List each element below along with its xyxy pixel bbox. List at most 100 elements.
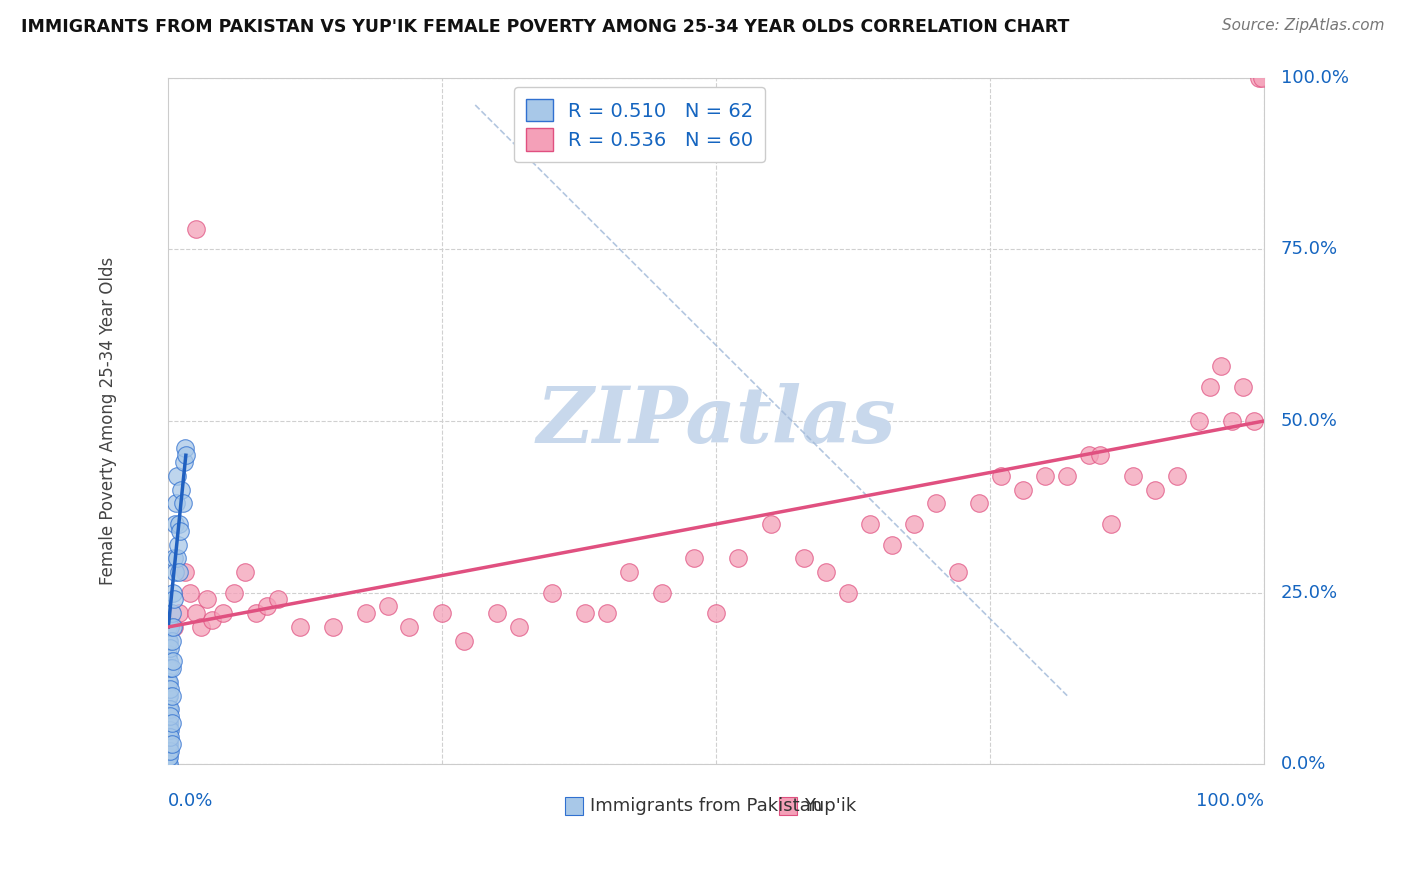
Point xyxy=(1166,468,1188,483)
Point xyxy=(880,537,903,551)
Point xyxy=(1099,516,1122,531)
Text: 75.0%: 75.0% xyxy=(1281,240,1339,258)
Point xyxy=(157,674,180,689)
Point xyxy=(157,674,180,689)
Point xyxy=(157,750,180,764)
Point xyxy=(354,606,377,620)
Point xyxy=(160,689,183,703)
Point xyxy=(157,620,180,634)
Point xyxy=(946,565,969,579)
Text: 100.0%: 100.0% xyxy=(1281,69,1348,87)
Point xyxy=(157,702,180,716)
Point xyxy=(969,496,991,510)
Legend: R = 0.510   N = 62, R = 0.536   N = 60: R = 0.510 N = 62, R = 0.536 N = 60 xyxy=(515,87,765,162)
Point xyxy=(157,716,180,731)
Point xyxy=(1078,448,1101,462)
Point xyxy=(162,585,184,599)
Point xyxy=(903,516,925,531)
Point xyxy=(222,585,245,599)
Point xyxy=(159,723,181,737)
Point xyxy=(706,606,728,620)
Point xyxy=(159,702,181,716)
Point xyxy=(167,606,190,620)
Text: 0.0%: 0.0% xyxy=(1281,756,1326,773)
Point xyxy=(163,592,186,607)
Point xyxy=(157,633,180,648)
Point xyxy=(793,551,815,566)
Point xyxy=(1220,414,1243,428)
Point xyxy=(157,743,180,757)
Point xyxy=(173,565,195,579)
Text: Yup'ik: Yup'ik xyxy=(804,797,856,814)
Point xyxy=(1122,468,1144,483)
Point xyxy=(157,743,180,757)
Point xyxy=(159,681,181,696)
Point xyxy=(173,442,195,456)
Point xyxy=(167,537,190,551)
Point xyxy=(617,565,640,579)
Point xyxy=(1056,468,1078,483)
Point xyxy=(163,551,186,566)
Point xyxy=(233,565,256,579)
Point xyxy=(1012,483,1035,497)
Point xyxy=(541,585,564,599)
Point xyxy=(157,648,180,662)
Point xyxy=(212,606,235,620)
Text: 50.0%: 50.0% xyxy=(1281,412,1337,430)
Point xyxy=(1232,379,1254,393)
Point xyxy=(157,757,180,772)
Point xyxy=(157,716,180,731)
Point xyxy=(432,606,454,620)
Point xyxy=(683,551,706,566)
Text: 0.0%: 0.0% xyxy=(169,792,214,810)
Point xyxy=(508,620,530,634)
Point xyxy=(1251,70,1274,85)
Point xyxy=(157,689,180,703)
Point xyxy=(453,633,475,648)
Point xyxy=(167,516,190,531)
Point xyxy=(1143,483,1166,497)
Point xyxy=(1243,414,1265,428)
Point xyxy=(245,606,267,620)
Point xyxy=(859,516,882,531)
Point xyxy=(990,468,1012,483)
Text: 25.0%: 25.0% xyxy=(1281,583,1339,601)
Point xyxy=(160,606,183,620)
Text: Source: ZipAtlas.com: Source: ZipAtlas.com xyxy=(1222,18,1385,33)
Point xyxy=(157,730,180,744)
Point xyxy=(163,565,186,579)
Point xyxy=(169,524,191,538)
Point xyxy=(159,661,181,675)
Point xyxy=(184,606,207,620)
Point xyxy=(159,640,181,655)
Point xyxy=(172,496,194,510)
Text: Immigrants from Pakistan: Immigrants from Pakistan xyxy=(591,797,823,814)
Point xyxy=(179,585,201,599)
Point xyxy=(1209,359,1232,373)
Point xyxy=(157,723,180,737)
Point xyxy=(322,620,344,634)
Text: Female Poverty Among 25-34 Year Olds: Female Poverty Among 25-34 Year Olds xyxy=(98,257,117,585)
Point xyxy=(190,620,212,634)
Point xyxy=(256,599,278,614)
Point xyxy=(184,221,207,235)
Point xyxy=(1088,448,1111,462)
Text: IMMIGRANTS FROM PAKISTAN VS YUP'IK FEMALE POVERTY AMONG 25-34 YEAR OLDS CORRELAT: IMMIGRANTS FROM PAKISTAN VS YUP'IK FEMAL… xyxy=(21,18,1070,36)
Point xyxy=(651,585,673,599)
Point xyxy=(159,730,181,744)
Point xyxy=(195,592,218,607)
Point xyxy=(170,483,193,497)
Point xyxy=(377,599,399,614)
Point xyxy=(157,661,180,675)
Point xyxy=(157,737,180,751)
Text: ZIPatlas: ZIPatlas xyxy=(537,383,896,459)
Point xyxy=(924,496,946,510)
Point xyxy=(157,750,180,764)
Point xyxy=(761,516,783,531)
Point xyxy=(596,606,619,620)
Point xyxy=(174,448,197,462)
Point xyxy=(288,620,311,634)
Point xyxy=(157,689,180,703)
Point xyxy=(159,743,181,757)
Point xyxy=(173,455,195,469)
